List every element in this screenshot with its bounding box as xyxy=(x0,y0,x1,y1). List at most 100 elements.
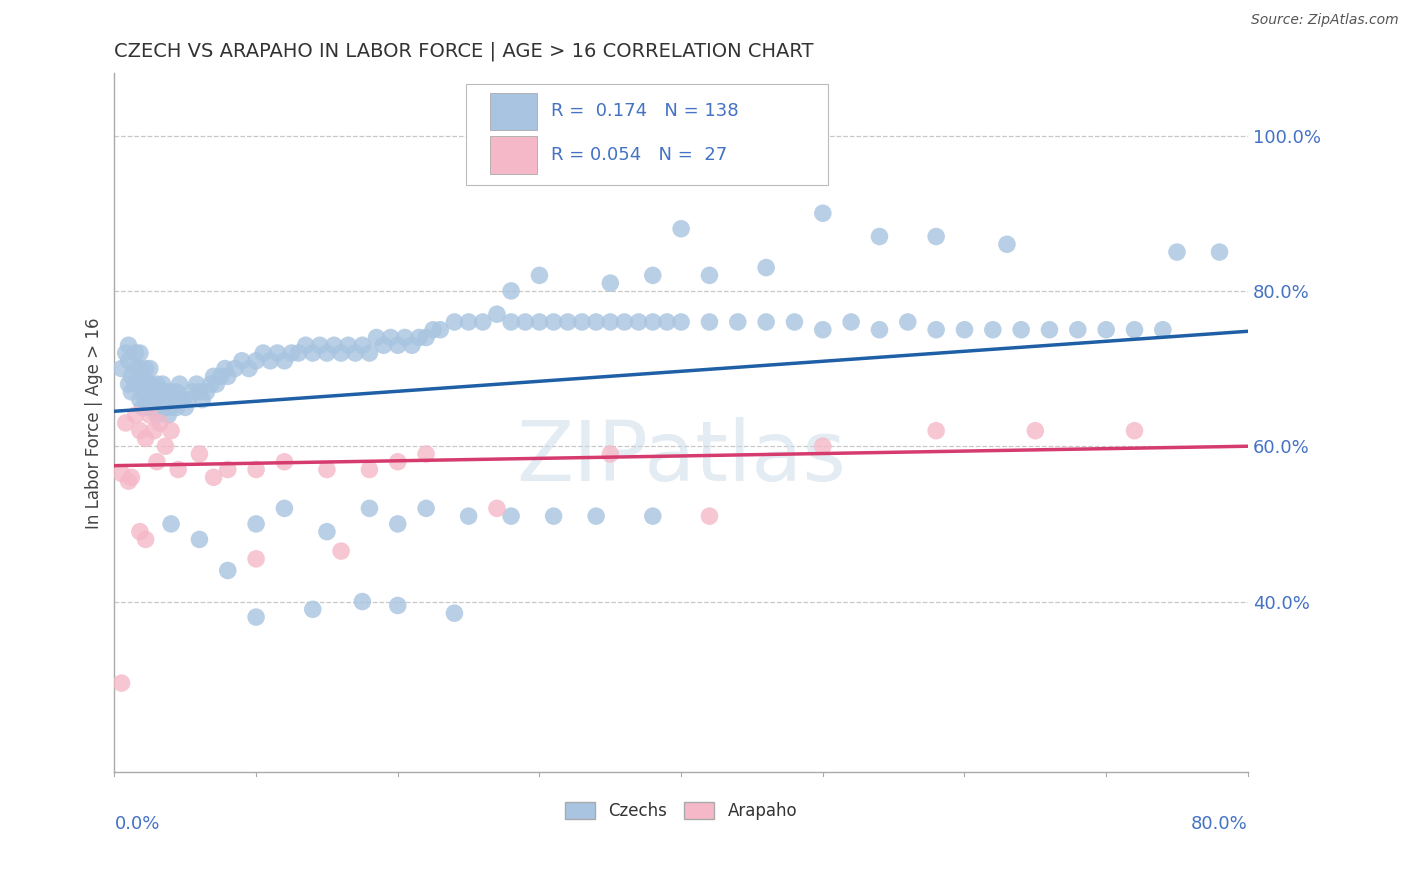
Point xyxy=(1095,323,1118,337)
Point xyxy=(110,361,132,376)
Point xyxy=(177,392,200,407)
Point xyxy=(110,676,132,690)
Point xyxy=(157,392,180,407)
Point xyxy=(485,501,508,516)
Point xyxy=(231,353,253,368)
Point xyxy=(839,315,862,329)
Point xyxy=(1038,323,1060,337)
Point xyxy=(135,533,157,547)
Point xyxy=(655,315,678,329)
Point xyxy=(422,323,444,337)
Point xyxy=(308,338,330,352)
Point xyxy=(146,392,169,407)
Point xyxy=(202,369,225,384)
Point xyxy=(155,384,177,399)
Point xyxy=(160,424,183,438)
Point xyxy=(599,276,621,290)
Point xyxy=(259,353,281,368)
Point xyxy=(1152,323,1174,337)
Point xyxy=(359,462,381,476)
Point xyxy=(501,284,523,298)
Point xyxy=(135,432,157,446)
Point xyxy=(925,229,948,244)
Point xyxy=(380,330,402,344)
Text: 0.0%: 0.0% xyxy=(114,815,160,833)
Point xyxy=(373,338,395,352)
Point xyxy=(599,315,621,329)
Point xyxy=(252,346,274,360)
Point xyxy=(1067,323,1090,337)
Point xyxy=(669,315,692,329)
Point xyxy=(1123,323,1146,337)
Point xyxy=(117,474,139,488)
Text: CZECH VS ARAPAHO IN LABOR FORCE | AGE > 16 CORRELATION CHART: CZECH VS ARAPAHO IN LABOR FORCE | AGE > … xyxy=(114,42,814,62)
Point xyxy=(352,338,374,352)
Point xyxy=(585,315,607,329)
Point xyxy=(366,330,388,344)
Point xyxy=(163,392,186,407)
Point xyxy=(132,401,155,415)
Point xyxy=(172,392,194,407)
Point xyxy=(457,315,479,329)
Point xyxy=(200,377,222,392)
Legend: Czechs, Arapaho: Czechs, Arapaho xyxy=(558,796,804,827)
Point xyxy=(316,462,339,476)
Point xyxy=(181,384,204,399)
Point xyxy=(755,315,778,329)
Point xyxy=(344,346,367,360)
Point xyxy=(294,338,316,352)
Point xyxy=(641,509,664,524)
Point xyxy=(129,392,152,407)
Point xyxy=(138,384,160,399)
Point xyxy=(160,516,183,531)
Point xyxy=(443,606,465,620)
Point xyxy=(110,467,132,481)
Point xyxy=(337,338,360,352)
Point xyxy=(415,501,437,516)
Point xyxy=(114,416,136,430)
Point xyxy=(120,384,142,399)
Point xyxy=(205,377,228,392)
Point xyxy=(699,268,721,283)
Point xyxy=(245,462,267,476)
Point xyxy=(169,377,191,392)
Point xyxy=(138,401,160,415)
Point xyxy=(124,377,146,392)
Point xyxy=(114,346,136,360)
Point xyxy=(273,353,295,368)
Point xyxy=(627,315,650,329)
FancyBboxPatch shape xyxy=(465,84,828,186)
Text: Source: ZipAtlas.com: Source: ZipAtlas.com xyxy=(1251,13,1399,28)
Point xyxy=(1208,245,1230,260)
Point xyxy=(152,392,174,407)
Point xyxy=(280,346,302,360)
Point xyxy=(117,353,139,368)
Text: 80.0%: 80.0% xyxy=(1191,815,1249,833)
Point xyxy=(613,315,636,329)
Point xyxy=(501,509,523,524)
FancyBboxPatch shape xyxy=(489,136,537,174)
Point xyxy=(124,408,146,422)
Point xyxy=(330,544,353,558)
Point xyxy=(129,424,152,438)
Point xyxy=(755,260,778,275)
Point xyxy=(811,206,834,220)
Point xyxy=(869,229,891,244)
Point xyxy=(139,408,162,422)
Point xyxy=(129,346,152,360)
Point xyxy=(641,315,664,329)
Point xyxy=(543,315,565,329)
Point xyxy=(387,455,409,469)
Point xyxy=(301,602,323,616)
Point xyxy=(155,439,177,453)
Point xyxy=(143,401,166,415)
Point xyxy=(139,361,162,376)
Point xyxy=(359,346,381,360)
Point xyxy=(869,323,891,337)
Point xyxy=(811,323,834,337)
Point xyxy=(155,401,177,415)
Point xyxy=(266,346,288,360)
Point xyxy=(129,377,152,392)
Point xyxy=(387,338,409,352)
Point xyxy=(146,377,169,392)
